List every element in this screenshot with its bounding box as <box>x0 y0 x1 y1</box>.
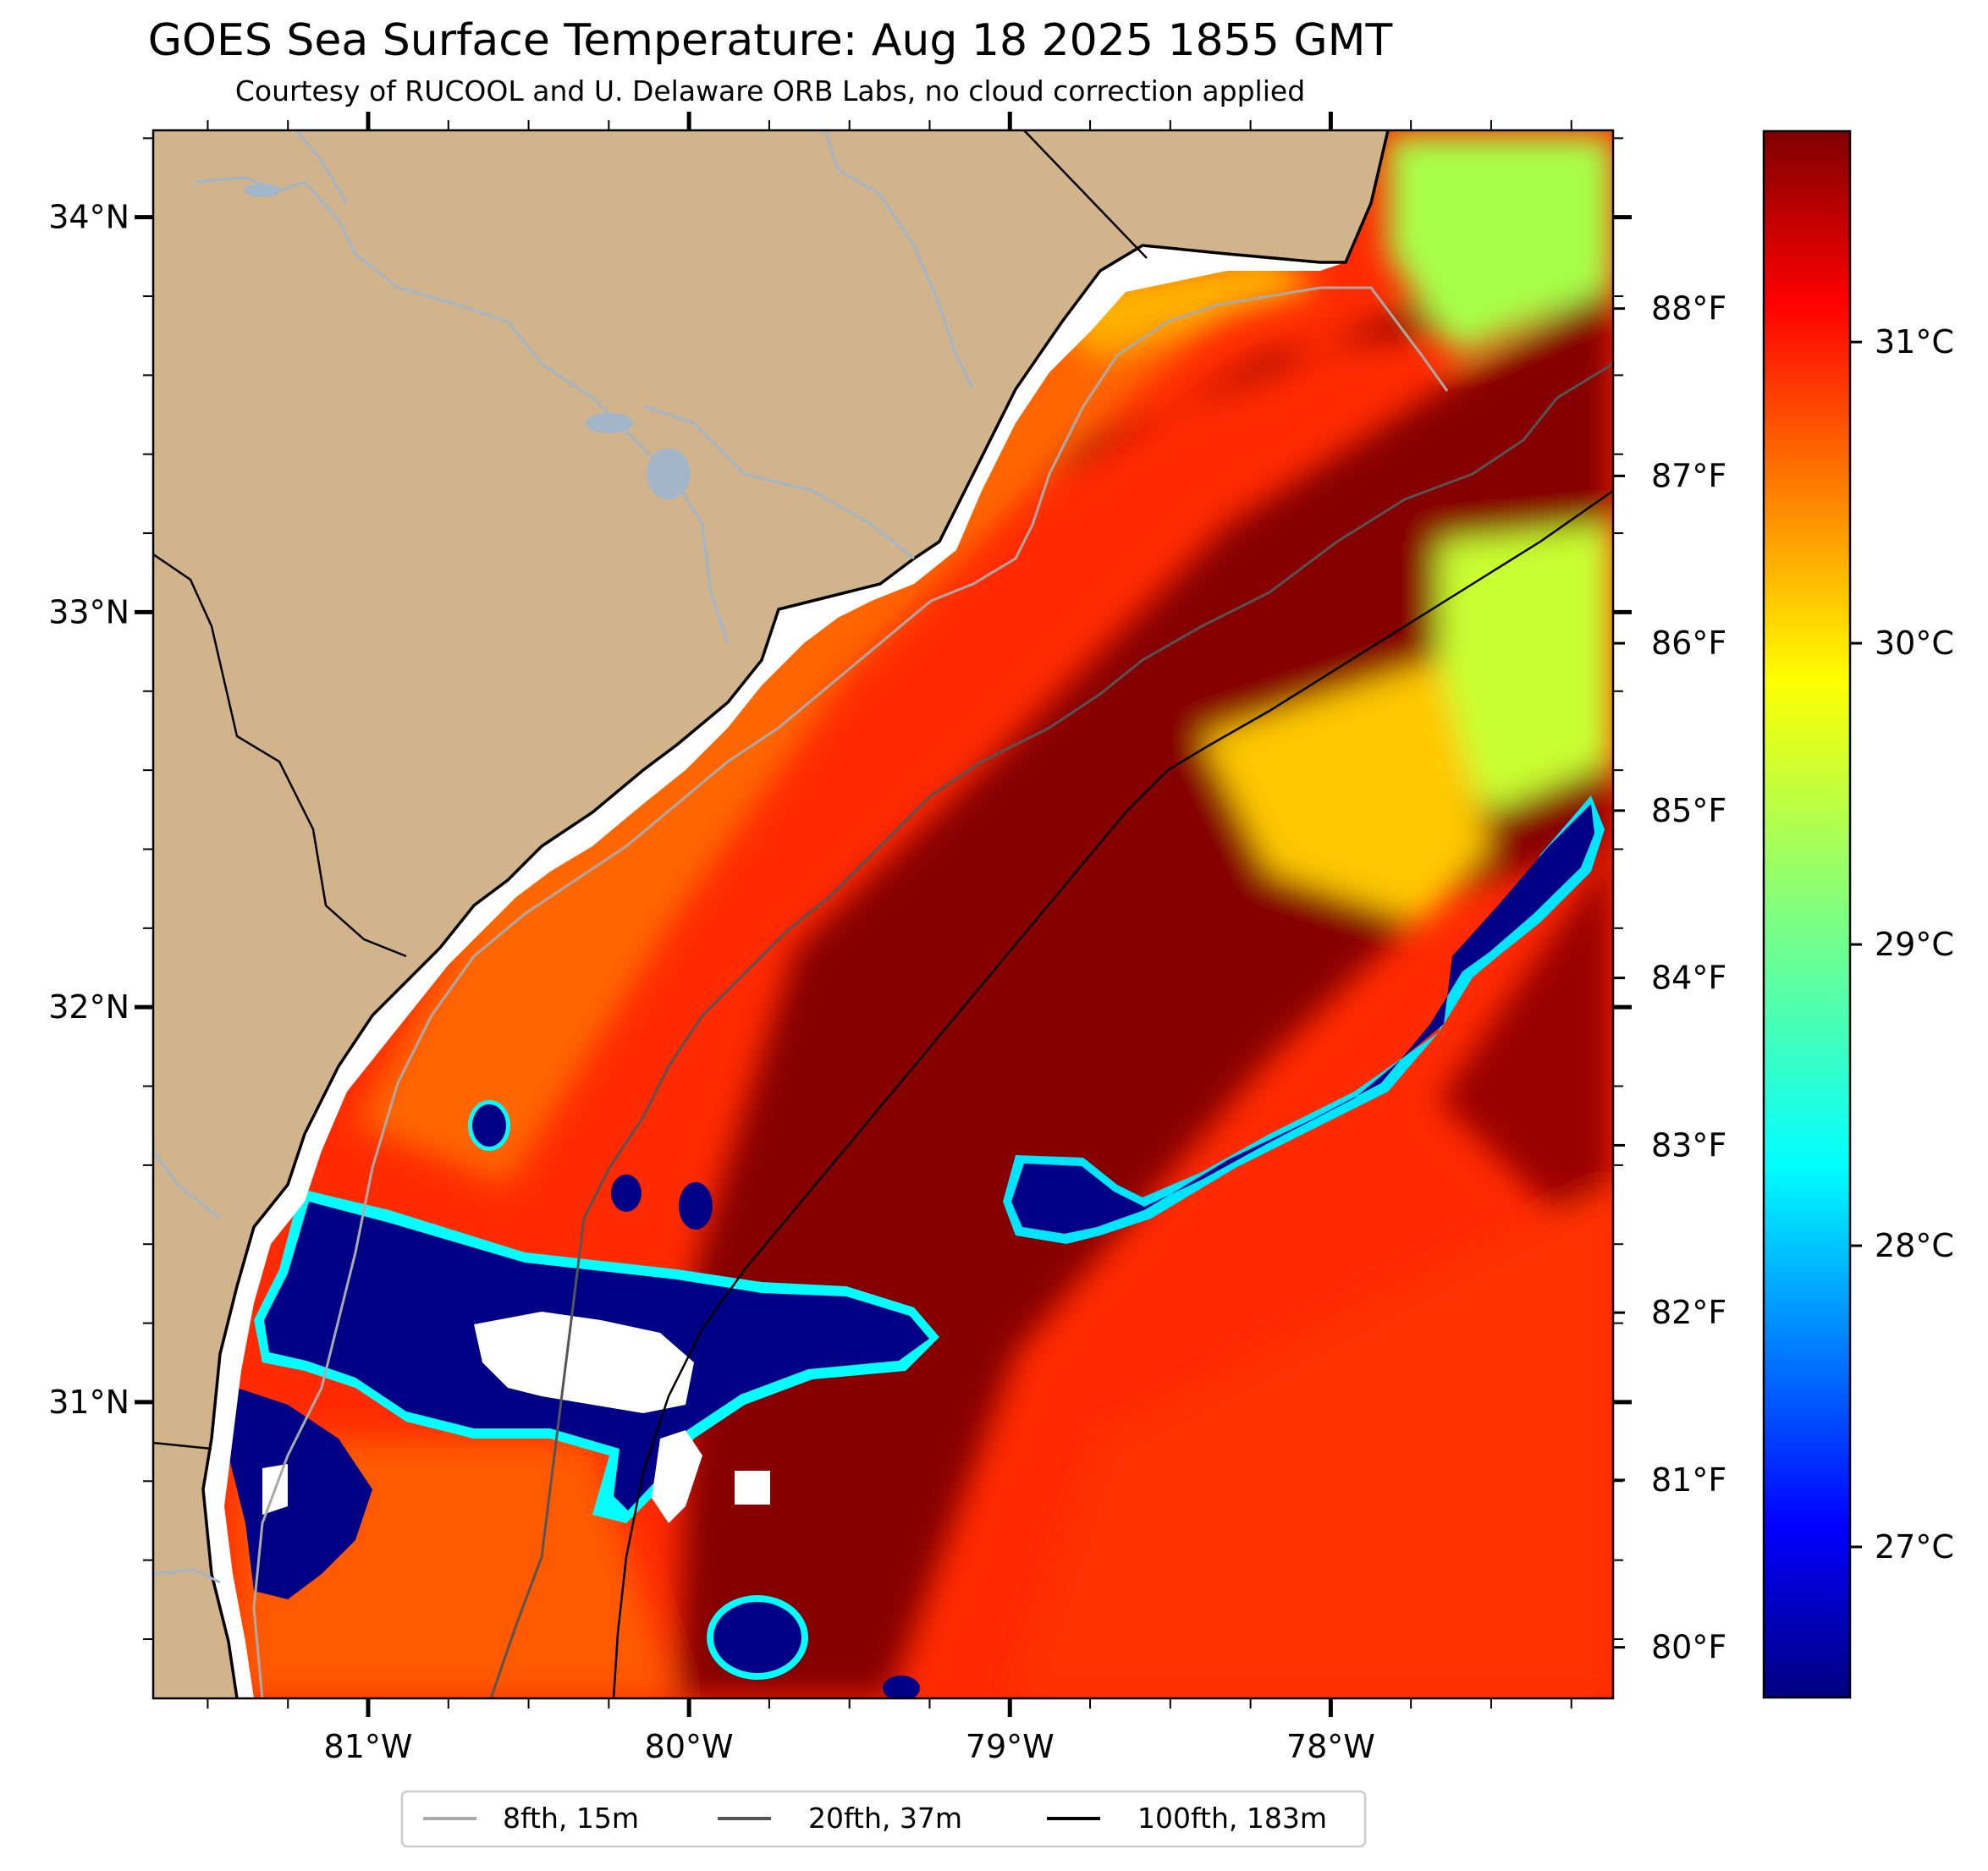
lake-marion <box>647 448 691 499</box>
lat-tick-label: 32°N <box>48 988 129 1026</box>
legend-label-100fth: 100fth, 183m <box>1137 1802 1327 1835</box>
celsius-tick-label: 28°C <box>1875 1227 1954 1264</box>
rivers <box>153 130 975 1584</box>
lat-tick-label: 34°N <box>48 199 129 236</box>
map-title: GOES Sea Surface Temperature: Aug 18 202… <box>147 15 1393 66</box>
isobath-20fth <box>489 362 1613 1698</box>
celsius-tick-label: 30°C <box>1875 625 1954 662</box>
colorbar-frame <box>1762 129 1852 1699</box>
lake-moultrie <box>586 413 633 433</box>
isobath-legend: 8fth, 15m 20fth, 37m 100fth, 183m <box>400 1790 1367 1848</box>
fahrenheit-tick-label: 87°F <box>1651 457 1726 494</box>
lon-tick-label: 79°W <box>966 1728 1055 1765</box>
colorbar-ticks: 31°C 30°C 29°C 28°C 27°C <box>1850 323 1954 1566</box>
lon-tick-label: 78°W <box>1286 1728 1375 1765</box>
lat-tick-label: 33°N <box>48 593 129 630</box>
fahrenheit-tick-label: 83°F <box>1651 1126 1726 1164</box>
no-data-regions <box>262 1312 770 1523</box>
map-frame <box>151 129 1615 1700</box>
lat-tick-label: 31°N <box>48 1384 129 1421</box>
legend-label-8fth: 8fth, 15m <box>503 1802 639 1835</box>
fahrenheit-tick-label: 85°F <box>1651 792 1726 829</box>
colorbar <box>1764 131 1850 1698</box>
coastline <box>201 130 1390 1698</box>
celsius-tick-label: 27°C <box>1875 1528 1954 1566</box>
fahrenheit-tick-label: 81°F <box>1651 1461 1726 1499</box>
map-tick-labels: 34°N 33°N 32°N 31°N 81°W 80°W 79°W 78°W 88°F 87°F… <box>48 199 1726 1765</box>
state-border-sc-ga <box>153 553 407 958</box>
map-subtitle: Courtesy of RUCOOL and U. Delaware ORB L… <box>234 74 1306 107</box>
land <box>153 130 1388 1698</box>
lake-wateree <box>244 184 281 197</box>
legend-box <box>400 1790 1367 1848</box>
isobath-8fth <box>252 286 1449 1698</box>
lon-tick-label: 81°W <box>324 1728 413 1765</box>
fahrenheit-tick-label: 80°F <box>1651 1629 1726 1666</box>
fahrenheit-tick-label: 86°F <box>1651 625 1726 662</box>
isobath-100fth <box>612 489 1613 1698</box>
state-border-nc-sc <box>1023 130 1148 259</box>
legend-label-20fth: 20fth, 37m <box>808 1802 962 1835</box>
fahrenheit-tick-label: 88°F <box>1651 290 1726 327</box>
fahrenheit-tick-label: 82°F <box>1651 1294 1726 1331</box>
nearshore-no-data <box>203 245 1346 1698</box>
map-ticks <box>135 112 1632 1717</box>
map-area <box>153 130 1613 1698</box>
celsius-tick-label: 29°C <box>1875 926 1954 963</box>
celsius-tick-label: 31°C <box>1875 323 1954 360</box>
fahrenheit-tick-label: 84°F <box>1651 960 1726 997</box>
state-border-ga-fl <box>153 1441 212 1450</box>
lon-tick-label: 80°W <box>645 1728 734 1765</box>
